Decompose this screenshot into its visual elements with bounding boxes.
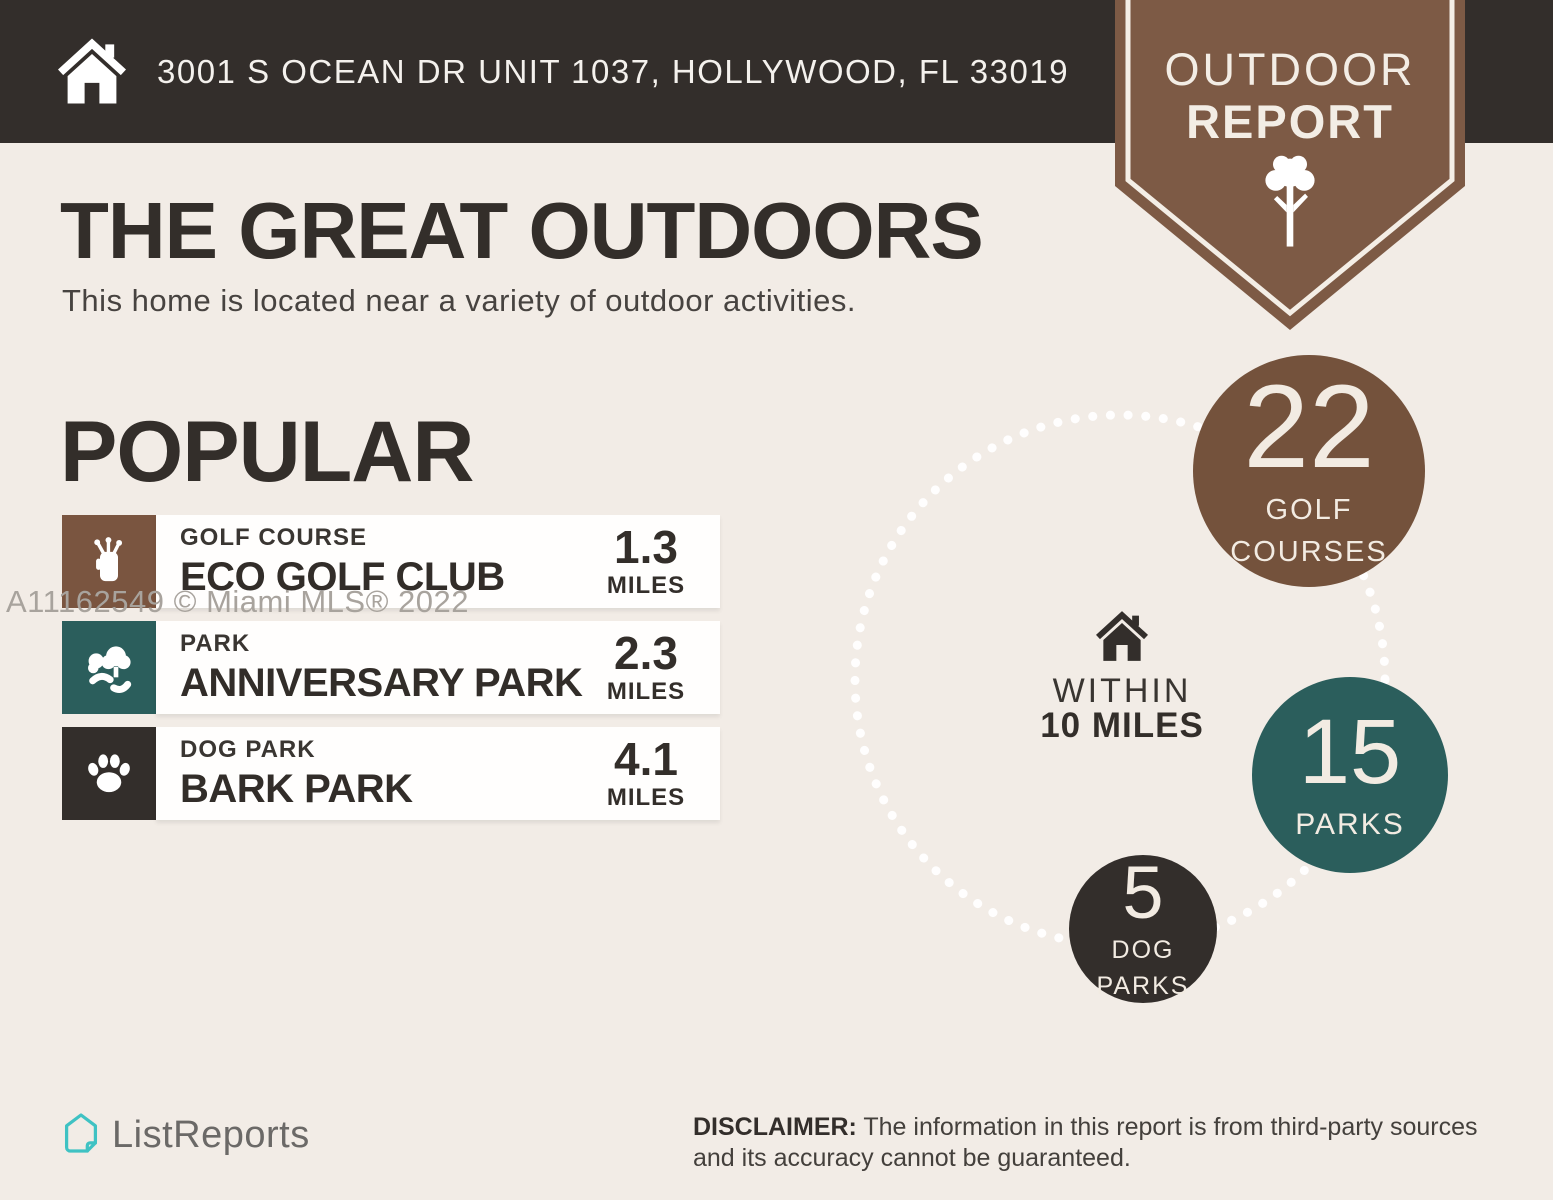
list-item-name: BARK PARK <box>180 766 413 811</box>
dotted-radius-ring <box>850 410 1390 950</box>
park-icon <box>62 621 156 714</box>
list-item-category: GOLF COURSE <box>180 523 368 551</box>
stat-label-line2: COURSES <box>1230 536 1388 568</box>
distance-value: 1.3 <box>614 520 678 573</box>
list-item-card: PARK ANNIVERSARY PARK 2.3 MILES <box>156 621 720 714</box>
distance-unit: MILES <box>606 571 686 599</box>
list-item-category: DOG PARK <box>180 735 316 763</box>
listreports-logo-icon <box>63 1112 99 1159</box>
list-item-name: ANNIVERSARY PARK <box>180 660 583 705</box>
listreports-brand-text: ListReports <box>112 1114 310 1156</box>
golf-bag-icon <box>62 515 156 608</box>
list-item-category: PARK <box>180 629 251 657</box>
badge-title-line1: OUTDOOR <box>1164 44 1416 95</box>
disclaimer-label: DISCLAIMER: <box>693 1113 857 1141</box>
list-item-distance: 1.3 MILES <box>586 515 706 608</box>
list-item-name: ECO GOLF CLUB <box>180 554 505 599</box>
stat-label-line1: GOLF <box>1265 493 1353 526</box>
page-title: THE GREAT OUTDOORS <box>60 186 984 275</box>
stat-circle-parks: 15 PARKS <box>1252 677 1448 873</box>
list-item-distance: 4.1 MILES <box>586 727 706 820</box>
list-item-card: DOG PARK BARK PARK 4.1 MILES <box>156 727 720 820</box>
list-item-distance: 2.3 MILES <box>586 621 706 714</box>
list-item-golf-course: GOLF COURSE ECO GOLF CLUB 1.3 MILES <box>62 515 720 608</box>
popular-heading: POPULAR <box>60 404 474 500</box>
house-icon <box>1094 610 1150 667</box>
badge-title-line2: REPORT <box>1186 95 1394 148</box>
stat-label-line1: DOG <box>1111 935 1175 964</box>
property-address: 3001 S OCEAN DR UNIT 1037, HOLLYWOOD, FL… <box>157 52 1070 90</box>
stat-label-line2: PARKS <box>1096 972 1190 1000</box>
stat-circle-golf-courses: 22 GOLF COURSES <box>1193 355 1425 587</box>
radius-label-line1: WITHIN <box>1052 672 1192 710</box>
radius-label-line2: 10 MILES <box>1040 706 1204 745</box>
mls-watermark: A11162549 © Miami MLS® 2022 <box>6 584 469 619</box>
distance-unit: MILES <box>606 783 686 811</box>
stat-value: 5 <box>1122 850 1164 934</box>
distance-value: 2.3 <box>614 626 678 679</box>
distance-value: 4.1 <box>614 732 678 785</box>
disclaimer-text: DISCLAIMER: The information in this repo… <box>693 1113 1478 1173</box>
list-item-card: GOLF COURSE ECO GOLF CLUB 1.3 MILES <box>156 515 720 608</box>
distance-unit: MILES <box>606 677 686 705</box>
tree-icon <box>1252 152 1328 261</box>
stat-value: 15 <box>1298 701 1402 804</box>
outdoor-report-badge: OUTDOOR REPORT <box>1115 0 1465 332</box>
stat-circle-dog-parks: 5 DOG PARKS <box>1069 855 1217 1003</box>
stat-label-line1: PARKS <box>1295 808 1405 842</box>
list-item-park: PARK ANNIVERSARY PARK 2.3 MILES <box>62 621 720 714</box>
home-icon <box>55 37 129 110</box>
page-subtitle: This home is located near a variety of o… <box>62 283 857 318</box>
list-item-dog-park: DOG PARK BARK PARK 4.1 MILES <box>62 727 720 820</box>
stat-value: 22 <box>1243 360 1375 493</box>
paw-icon <box>62 727 156 820</box>
